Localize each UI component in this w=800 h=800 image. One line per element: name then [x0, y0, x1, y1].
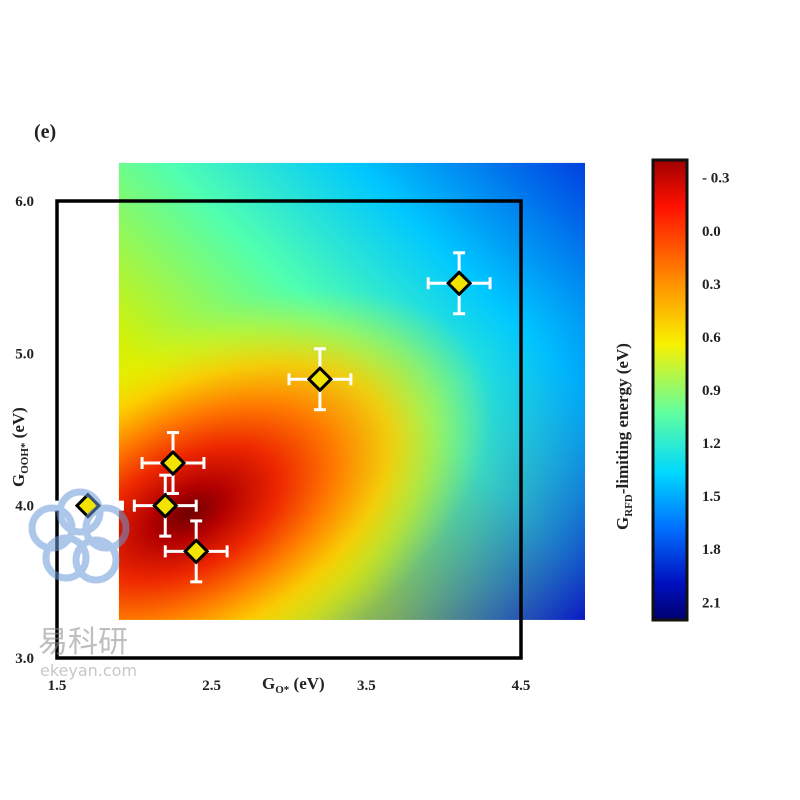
colorbar-tick-label: 2.1 [702, 595, 721, 611]
watermark-latin: ekeyan.com [40, 661, 137, 680]
watermark-logo-icon [28, 488, 130, 584]
data-points [51, 251, 492, 584]
colorbar [651, 158, 689, 622]
colorbar-tick-label: 0.6 [702, 330, 721, 346]
x-tick-label: 3.5 [357, 678, 376, 694]
x-axis-label-unit: (eV) [289, 674, 324, 693]
y-axis-label-main: G [9, 474, 28, 487]
x-tick-label: 2.5 [202, 678, 221, 694]
x-axis-label: GO* (eV) [262, 674, 325, 696]
colorbar-tick-label: 0.9 [702, 383, 721, 399]
data-point [140, 431, 206, 495]
plot-frame [55, 199, 523, 660]
y-tick-label: 4.0 [15, 499, 34, 515]
colorbar-tick-label: 1.5 [702, 489, 721, 505]
diamond-marker [159, 449, 187, 477]
data-point [426, 251, 492, 316]
y-tick-label: 5.0 [15, 346, 34, 362]
colorbar-ticks: - 0.3 0.0 0.3 0.6 0.9 1.2 1.5 1.8 2.1 [702, 171, 730, 612]
colorbar-label-sub: RFD [623, 494, 635, 517]
data-point [132, 473, 198, 538]
data-point [287, 347, 353, 412]
watermark: 易科研 ekeyan.com [28, 488, 137, 680]
y-axis-ticks: 3.0 4.0 5.0 6.0 [15, 194, 34, 667]
panel-label: (e) [34, 121, 56, 143]
y-tick-label: 3.0 [15, 651, 34, 667]
x-tick-label: 4.5 [512, 678, 531, 694]
heatmap [118, 162, 585, 620]
colorbar-label-rest: -limiting energy (eV) [613, 343, 632, 494]
colorbar-label: GRFD-limiting energy (eV) [613, 343, 635, 530]
colorbar-tick-label: 1.2 [702, 436, 721, 452]
data-point [163, 519, 229, 584]
diamond-marker [152, 492, 179, 519]
colorbar-tick-label: - 0.3 [702, 171, 730, 187]
diamond-marker [306, 366, 334, 393]
y-axis-label-unit: (eV) [9, 407, 28, 442]
x-axis-label-sub: O* [275, 684, 290, 696]
watermark-chinese: 易科研 [38, 625, 128, 660]
x-tick-label: 1.5 [48, 678, 67, 694]
y-axis-label-sub: OOH* [19, 442, 31, 474]
x-axis-label-main: G [262, 674, 275, 693]
diamond-marker [183, 538, 210, 565]
y-tick-label: 6.0 [15, 194, 34, 210]
colorbar-tick-label: 1.8 [702, 542, 721, 558]
colorbar-tick-label: 0.3 [702, 277, 721, 293]
colorbar-label-main: G [613, 517, 632, 530]
diamond-marker [446, 270, 473, 297]
x-axis-ticks: 1.5 2.5 3.5 4.5 [48, 678, 531, 694]
y-axis-label: GOOH* (eV) [9, 407, 31, 487]
colorbar-tick-label: 0.0 [702, 224, 721, 240]
